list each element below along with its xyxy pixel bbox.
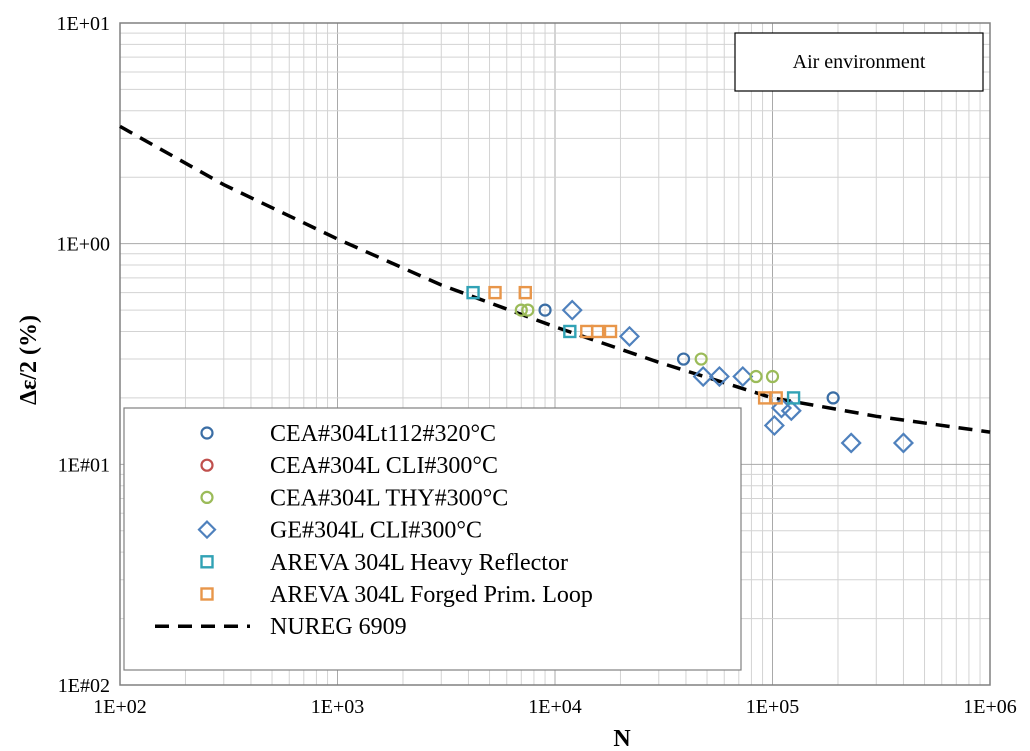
annotation-text: Air environment (793, 51, 926, 73)
data-point (840, 432, 862, 454)
legend-label: CEA#304Lt112#320°C (270, 421, 496, 447)
y-tick-labels: 1E#02 1E#01 1E+00 1E+01 (57, 13, 111, 697)
legend-label: AREVA 304L Heavy Reflector (270, 550, 568, 576)
data-point (618, 325, 641, 347)
legend-label: GE#304L CLI#300°C (270, 518, 482, 544)
x-axis-title: N (613, 726, 631, 751)
legend-symbol (200, 458, 214, 472)
data-point (561, 299, 583, 321)
data-point (521, 303, 535, 317)
nureg-6909-curve (119, 124, 991, 434)
x-tick-label: 1E+06 (963, 696, 1017, 718)
data-point (732, 365, 754, 388)
data-point (603, 324, 618, 339)
y-tick-label: 1E+01 (57, 13, 111, 35)
legend-symbol (200, 555, 214, 569)
data-point (765, 369, 780, 384)
y-tick-label: 1E#01 (58, 454, 110, 476)
y-tick-label: 1E+00 (57, 234, 111, 256)
data-point (780, 400, 802, 422)
legend-symbol (200, 490, 214, 504)
data-point (692, 365, 714, 388)
data-point (488, 285, 502, 300)
y-axis-title: Δε/2 (%) (16, 315, 42, 405)
data-point (590, 324, 605, 339)
data-point (514, 303, 528, 317)
data-point (769, 391, 783, 405)
legend-symbol (197, 520, 217, 540)
nureg-curve (119, 124, 991, 434)
x-tick-label: 1E+02 (93, 696, 147, 718)
legend-symbol (200, 587, 214, 601)
legend: CEA#304Lt112#320°C CEA#304L CLI#300°C CEA#… (123, 407, 742, 671)
legend-label: CEA#304L CLI#300°C (270, 453, 498, 479)
data-point (694, 352, 708, 366)
data-point (763, 414, 785, 437)
x-tick-label: 1E+04 (528, 696, 582, 718)
legend-label: NUREG 6909 (270, 614, 407, 640)
y-tick-label: 1E#02 (58, 675, 110, 697)
data-point (466, 285, 480, 300)
data-point (708, 365, 730, 388)
data-point (518, 285, 532, 300)
data-point (826, 391, 840, 405)
data-point (563, 324, 577, 339)
data-point (749, 369, 763, 384)
plot-frame (119, 22, 991, 686)
annotation-frame (734, 32, 984, 92)
annotation-box: Air environment (734, 32, 984, 92)
legend-symbol (200, 426, 214, 440)
data-point (676, 352, 691, 366)
legend-label: CEA#304L THY#300°C (270, 485, 508, 511)
data-points (466, 285, 915, 454)
x-tick-label: 1E+05 (746, 696, 800, 718)
data-point (538, 303, 552, 317)
legend-label: AREVA 304L Forged Prim. Loop (270, 582, 593, 608)
x-tick-label: 1E+03 (311, 696, 365, 718)
data-point (786, 391, 801, 405)
data-point (892, 432, 915, 454)
x-tick-labels: 1E+02 1E+03 1E+04 1E+05 1E+06 (93, 696, 1017, 718)
